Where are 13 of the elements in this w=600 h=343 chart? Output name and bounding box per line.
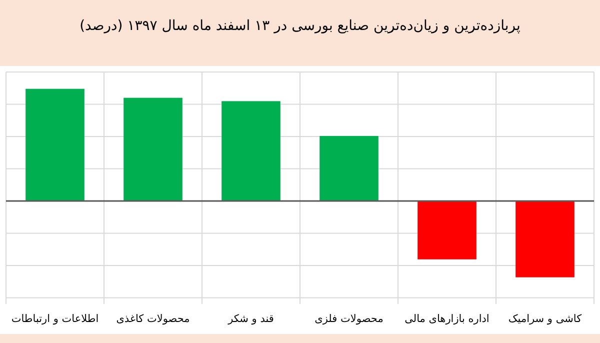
bar	[222, 101, 280, 202]
bar	[124, 98, 182, 202]
chart-title: پربازده‌ترین و زیان‌ده‌ترین صنایع بورسی در ۱۳ اسفند ماه سال ۱۳۹۷ (درصد)	[80, 18, 520, 34]
bar	[418, 201, 476, 260]
x-tick-label: اداره بازارهای مالی	[404, 313, 490, 325]
x-tick-label: محصولات فلزی	[314, 313, 384, 325]
x-tick-label: محصولات کاغذی	[116, 313, 190, 325]
x-tick-label: اطلاعات و ارتباطات	[11, 313, 99, 325]
x-tick-label: قند و شکر	[227, 313, 274, 325]
bar	[320, 136, 378, 202]
x-tick-label: کاشی و سرامیک	[508, 313, 582, 325]
bar	[26, 88, 84, 202]
bar	[516, 201, 574, 278]
